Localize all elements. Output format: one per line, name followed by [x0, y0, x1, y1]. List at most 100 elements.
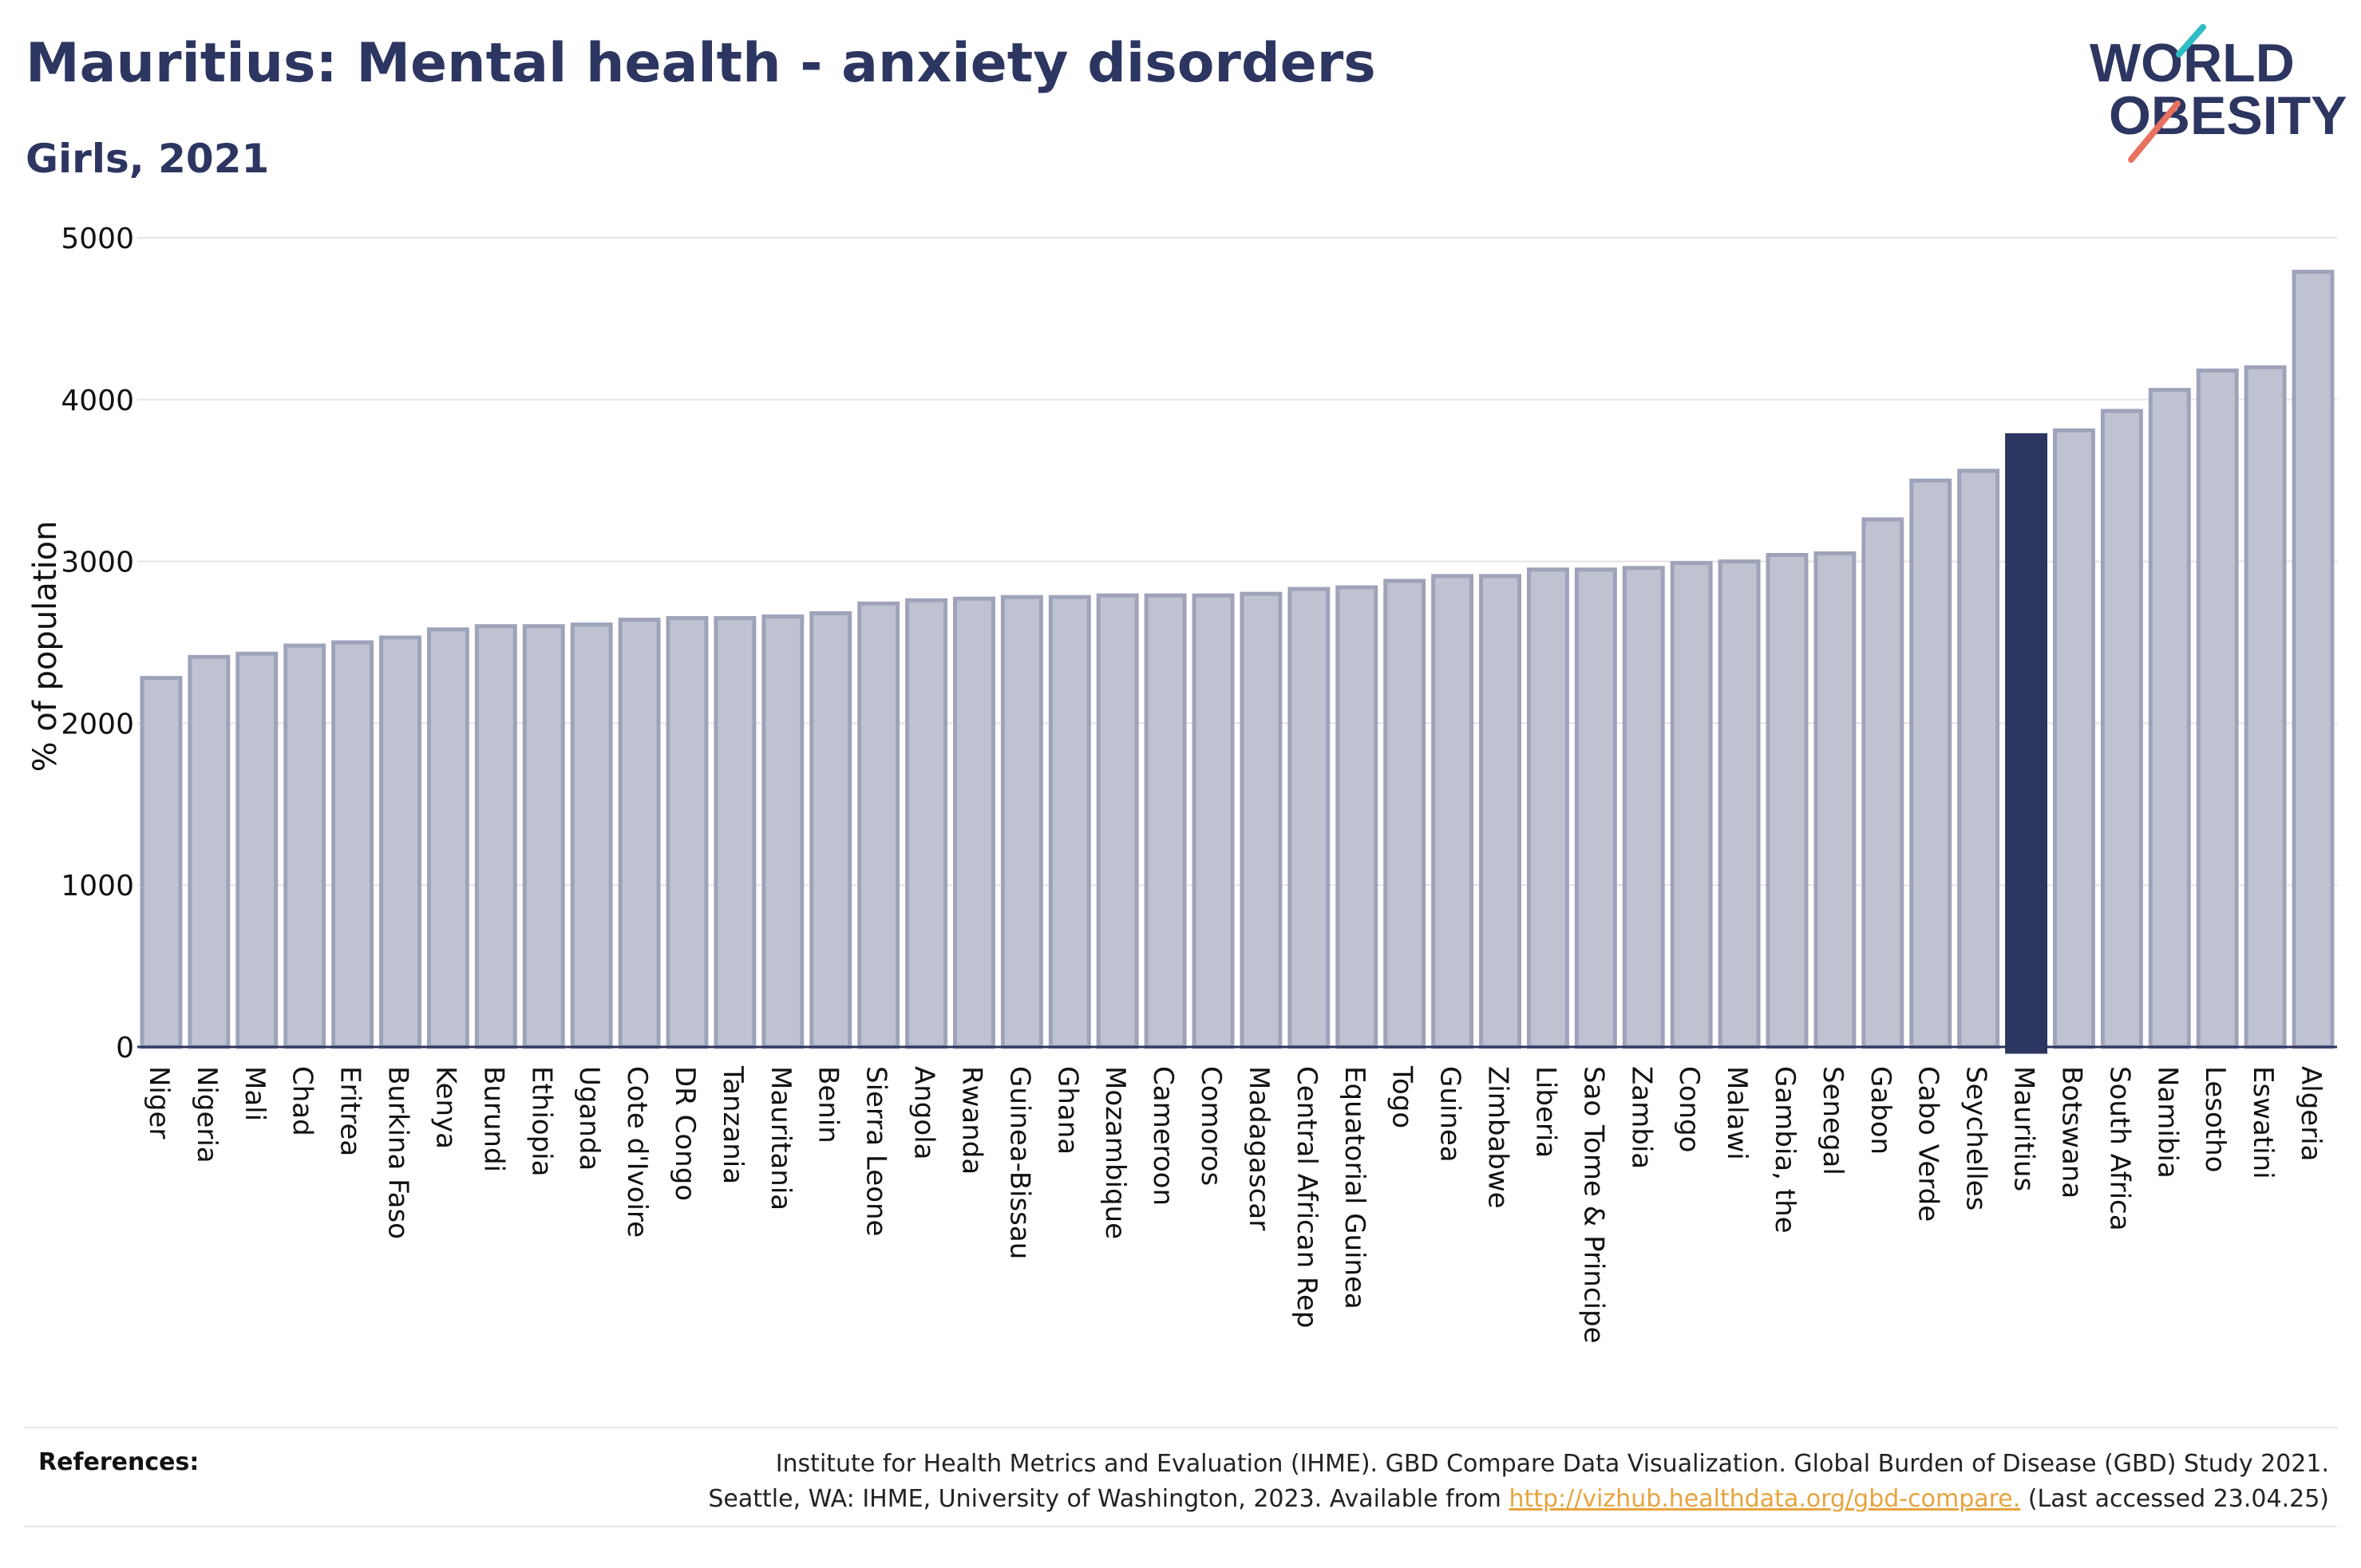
x-tick-label: Gambia, the [1769, 1066, 1801, 1234]
bar-gabon [1861, 517, 1904, 1049]
x-tick-label: Nigeria [191, 1066, 223, 1163]
bar-central-african-rep [1287, 587, 1331, 1049]
bar-nigeria [188, 654, 231, 1049]
x-tick-label: Togo [1386, 1065, 1418, 1128]
x-tick-label: Cote d'Ivoire [621, 1066, 653, 1238]
references-line-1: Institute for Health Metrics and Evaluat… [775, 1450, 2329, 1478]
x-tick-label: Congo [1673, 1066, 1705, 1152]
references-label: References: [38, 1448, 200, 1476]
bar-comoros [1192, 593, 1235, 1049]
x-tick-label: Mozambique [1099, 1066, 1131, 1239]
x-tick-label: Namibia [2151, 1066, 2183, 1179]
x-tick-label: Lesotho [2199, 1066, 2231, 1172]
bar-madagascar [1240, 591, 1283, 1049]
bar-zimbabwe [1479, 574, 1521, 1049]
bar-zambia [1622, 566, 1665, 1049]
bar-mauritius [2005, 432, 2048, 1054]
x-tick-label: Chad [287, 1066, 318, 1136]
bar-gambia-the [1766, 552, 1809, 1049]
references-line-2-suffix: (Last accessed 23.04.25) [2020, 1485, 2329, 1513]
x-tick-label: Seychelles [1960, 1066, 1992, 1211]
bar-togo [1383, 579, 1426, 1049]
bar-mali [235, 651, 279, 1049]
y-tick-label: 1000 [61, 870, 134, 902]
y-tick-label: 5000 [61, 223, 134, 255]
x-tick-label: Gabon [1865, 1066, 1896, 1155]
y-tick-label: 2000 [61, 708, 134, 741]
references-divider-top [24, 1427, 2337, 1428]
bar-mozambique [1096, 593, 1139, 1049]
y-tick-label: 4000 [61, 385, 134, 417]
x-tick-label: Mauritius [2008, 1066, 2040, 1191]
bar-guinea [1431, 574, 1474, 1049]
x-tick-label: Cameroon [1147, 1066, 1179, 1206]
bar-guinea-bissau [1000, 594, 1043, 1049]
bar-benin [809, 610, 852, 1049]
bar-botswana [2053, 428, 2095, 1049]
chart-subtitle: Girls, 2021 [26, 136, 270, 182]
x-tick-label: Mali [239, 1066, 271, 1121]
bar-niger [140, 676, 183, 1049]
bar-lesotho [2196, 368, 2239, 1049]
x-tick-label: Eritrea [334, 1066, 366, 1156]
x-tick-label: Ethiopia [525, 1066, 557, 1176]
bar-burkina-faso [379, 635, 421, 1049]
world-obesity-logo: WORLD OBESITY [2090, 24, 2347, 163]
bar-senegal [1813, 551, 1857, 1049]
x-tick-label: Guinea-Bissau [1003, 1066, 1035, 1259]
bar-kenya [426, 627, 469, 1049]
x-tick-label: Burkina Faso [382, 1066, 414, 1239]
x-tick-label: Madagascar [1243, 1066, 1275, 1230]
x-tick-label: Mauritania [765, 1066, 797, 1211]
bar-angola [905, 598, 948, 1049]
x-tick-label: Burundi [477, 1066, 509, 1172]
x-tick-label: Kenya [429, 1066, 461, 1149]
x-tick-label: Angola [908, 1066, 940, 1159]
x-tick-label: Eswatini [2247, 1066, 2279, 1179]
x-tick-label: Algeria [2295, 1066, 2327, 1161]
references-link[interactable]: http://vizhub.healthdata.org/gbd-compare… [1509, 1485, 2021, 1513]
x-tick-label: Central African Rep [1291, 1066, 1323, 1329]
bar-namibia [2148, 388, 2191, 1049]
bar-uganda [570, 622, 613, 1049]
bar-eritrea [331, 640, 374, 1049]
chart-title: Mauritius: Mental health - anxiety disor… [26, 32, 1376, 95]
x-tick-label: Equatorial Guinea [1339, 1066, 1370, 1309]
bar-congo [1670, 561, 1713, 1049]
x-tick-label: Tanzania [717, 1065, 749, 1184]
bar-ghana [1048, 594, 1091, 1049]
x-tick-label: Liberia [1529, 1066, 1561, 1158]
bar-south-africa [2100, 409, 2143, 1049]
logo-slash-teal [2176, 24, 2206, 57]
x-tick-label: Botswana [2055, 1066, 2087, 1199]
x-tick-labels: Niger Nigeria Mali Chad Eritrea Burkina Faso K… [143, 1065, 2327, 1344]
bar-tanzania [714, 616, 757, 1049]
x-tick-label: Sao Tome & Principe [1577, 1066, 1609, 1344]
bar-rwanda [953, 596, 995, 1049]
y-tick-label: 0 [116, 1032, 134, 1064]
bar-ethiopia [522, 624, 565, 1049]
y-axis-label: % of population [27, 520, 64, 772]
references-text: Institute for Health Metrics and Evaluat… [573, 1447, 2329, 1517]
bar-cote-d-ivoire [618, 618, 661, 1049]
bar-cabo-verde [1909, 478, 1952, 1049]
x-tick-label: DR Congo [669, 1066, 701, 1201]
x-tick-label: Cabo Verde [1912, 1066, 1944, 1222]
bar-eswatini [2244, 365, 2287, 1049]
x-tick-label: Comoros [1195, 1066, 1227, 1186]
x-tick-label: Senegal [1817, 1066, 1849, 1175]
x-tick-label: Benin [813, 1066, 844, 1143]
references-divider-bottom [24, 1526, 2337, 1527]
bar-dr-congo [666, 616, 709, 1049]
bar-chad [283, 643, 326, 1049]
x-tick-label: Guinea [1434, 1066, 1466, 1163]
references-line-2: Seattle, WA: IHME, University of Washing… [573, 1482, 2329, 1517]
bar-liberia [1526, 567, 1569, 1049]
x-tick-label: Sierra Leone [860, 1066, 892, 1236]
bar-burundi [474, 624, 517, 1049]
x-tick-label: Zambia [1625, 1066, 1657, 1169]
x-tick-label: Niger [143, 1066, 175, 1139]
y-tick-label: 3000 [61, 547, 134, 579]
references-line-2-prefix: Seattle, WA: IHME, University of Washing… [708, 1485, 1509, 1513]
